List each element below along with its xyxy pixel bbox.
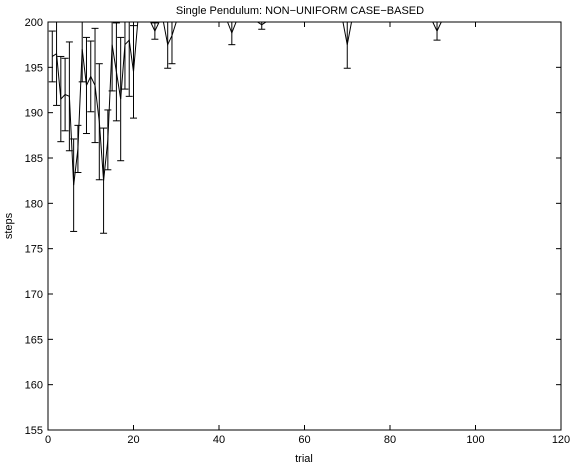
- error-bar: [151, 22, 159, 40]
- error-bar: [433, 22, 441, 41]
- y-axis: 155 160 165 170 175 180 185 190 195 200: [25, 17, 561, 437]
- y-tick-label: 190: [25, 108, 43, 120]
- y-tick-label: 195: [25, 62, 43, 74]
- x-tick-label: 80: [384, 434, 396, 446]
- y-tick-label: 170: [25, 289, 43, 301]
- x-axis: 0 20 40 60 80 100 120: [45, 22, 570, 446]
- error-bar: [343, 22, 351, 69]
- error-bar: [100, 127, 108, 234]
- y-tick-label: 185: [25, 153, 43, 165]
- x-tick-label: 20: [127, 434, 139, 446]
- y-tick-label: 155: [25, 425, 43, 437]
- error-bar: [48, 30, 56, 83]
- y-tick-label: 175: [25, 244, 43, 256]
- error-bar: [121, 22, 129, 90]
- y-tick-label: 160: [25, 380, 43, 392]
- x-axis-title: trial: [295, 453, 313, 465]
- error-bar: [78, 22, 86, 83]
- y-tick-label: 200: [25, 17, 43, 29]
- error-bar: [117, 36, 125, 162]
- error-bar: [87, 40, 95, 113]
- error-bar: [108, 22, 116, 92]
- error-bar: [228, 22, 236, 46]
- y-tick-label: 180: [25, 198, 43, 210]
- x-tick-label: 100: [466, 434, 484, 446]
- error-bar: [104, 109, 112, 171]
- x-tick-label: 0: [45, 434, 51, 446]
- error-bar: [112, 22, 120, 122]
- error-bar: [70, 138, 78, 232]
- error-bar: [95, 63, 103, 181]
- y-tick-label: 165: [25, 334, 43, 346]
- error-bar: [74, 124, 82, 174]
- error-bar: [91, 27, 99, 144]
- error-bar: [65, 41, 73, 152]
- x-tick-label: 60: [298, 434, 310, 446]
- series-layer: [48, 22, 476, 234]
- error-bar: [125, 22, 133, 97]
- x-tick-label: 40: [213, 434, 225, 446]
- chart-title: Single Pendulum: NON−UNIFORM CASE−BASED: [176, 5, 424, 17]
- y-axis-title: steps: [3, 212, 15, 239]
- series-line: [52, 22, 476, 186]
- error-bar: [57, 55, 65, 143]
- error-bar: [61, 57, 69, 132]
- error-bar: [82, 36, 90, 135]
- error-bar: [168, 22, 176, 65]
- x-tick-label: 120: [552, 434, 570, 446]
- error-bar: [164, 22, 172, 69]
- error-bar: [258, 22, 266, 30]
- error-bar: [53, 22, 61, 106]
